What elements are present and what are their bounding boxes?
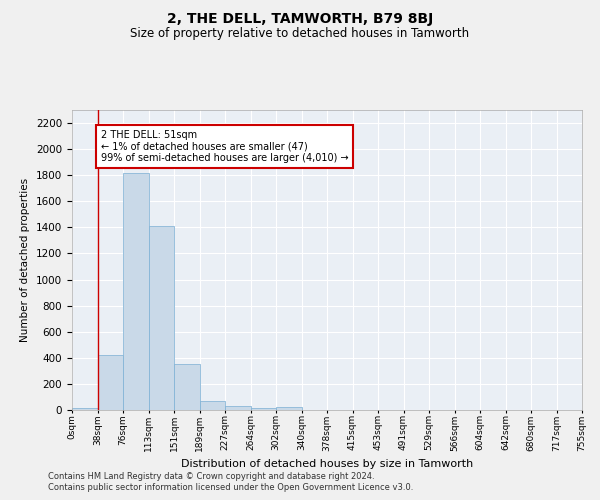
Bar (72, 408, 97, 410)
Text: Size of property relative to detached houses in Tamworth: Size of property relative to detached ho… (130, 28, 470, 40)
Bar (199, 401, 225, 410)
Text: 2, THE DELL, TAMWORTH, B79 8BJ: 2, THE DELL, TAMWORTH, B79 8BJ (167, 12, 433, 26)
Bar (123, 172, 149, 410)
Text: Contains HM Land Registry data © Crown copyright and database right 2024.: Contains HM Land Registry data © Crown c… (48, 472, 374, 481)
Text: Contains public sector information licensed under the Open Government Licence v3: Contains public sector information licen… (48, 484, 413, 492)
Bar (276, 408, 302, 410)
Bar (225, 406, 251, 410)
Bar (251, 408, 276, 410)
Bar (149, 226, 174, 410)
Y-axis label: Number of detached properties: Number of detached properties (20, 178, 31, 342)
Bar (97, 355, 123, 410)
X-axis label: Distribution of detached houses by size in Tamworth: Distribution of detached houses by size … (181, 459, 473, 469)
Bar (174, 364, 199, 410)
Text: 2 THE DELL: 51sqm
← 1% of detached houses are smaller (47)
99% of semi-detached : 2 THE DELL: 51sqm ← 1% of detached house… (101, 130, 348, 163)
